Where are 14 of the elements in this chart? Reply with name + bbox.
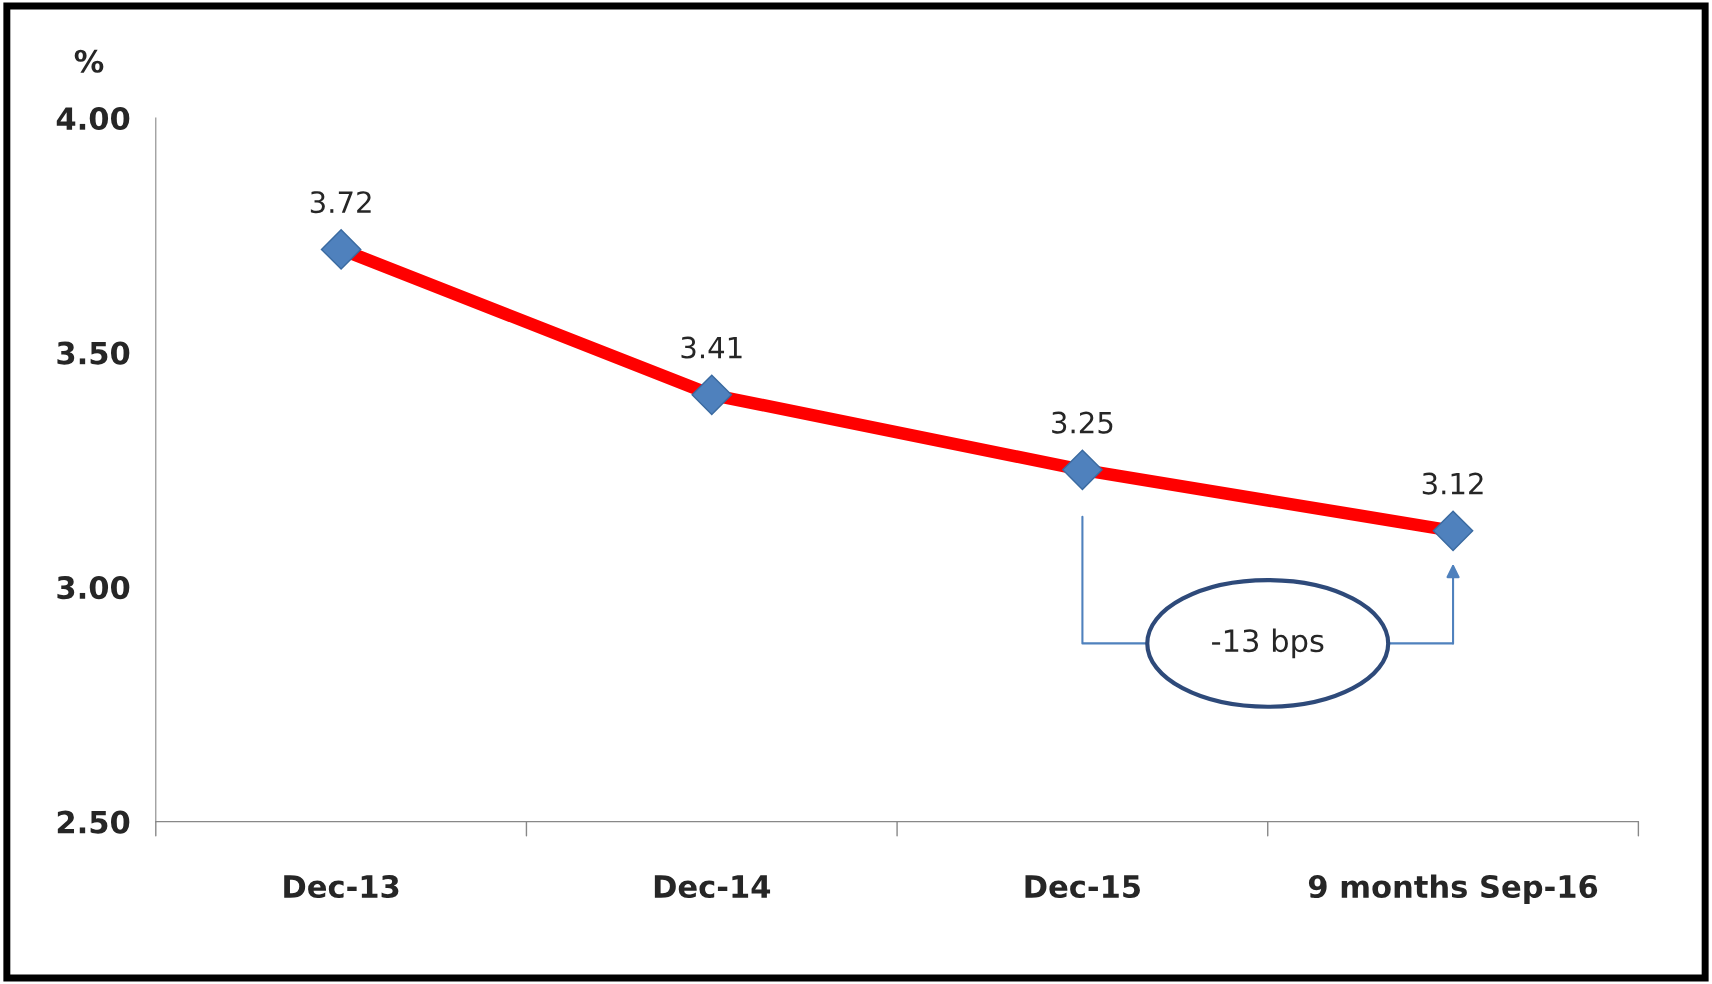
data-label: 3.25: [1052, 411, 1113, 434]
data-label: 3.12: [1422, 472, 1483, 495]
annotation: -13 bps: [1212, 628, 1324, 659]
y-tick-label: 3.00: [57, 576, 130, 600]
x-tick-label: Dec-13: [284, 874, 399, 899]
data-label: 3.41: [681, 336, 742, 359]
x-tick-label: Dec-14: [654, 875, 771, 899]
data-label: 3.72: [310, 191, 371, 214]
x-tick-label: 9 months Sep-16: [1308, 874, 1598, 904]
y-tick-label: 4.00: [56, 107, 130, 131]
y-tick-label: 3.50: [57, 341, 130, 365]
x-tick-label: Dec-15: [1025, 875, 1140, 899]
y-tick-label: 2.50: [57, 810, 130, 834]
y-axis-title: %: [74, 49, 104, 73]
